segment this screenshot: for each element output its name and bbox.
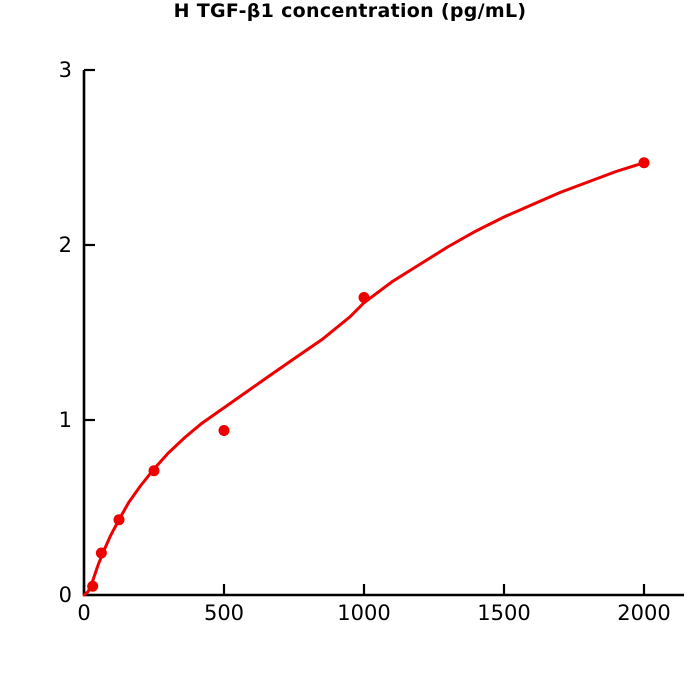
y-tick-label: 2 bbox=[58, 233, 72, 257]
x-tick-label: 1000 bbox=[337, 601, 391, 625]
tick-marks bbox=[82, 68, 646, 597]
x-axis-title: H TGF-β1 concentration (pg/mL) bbox=[173, 0, 527, 22]
data-point[interactable] bbox=[218, 425, 230, 436]
data-point[interactable] bbox=[358, 292, 370, 303]
fit-curve bbox=[82, 161, 646, 597]
data-point[interactable] bbox=[113, 514, 125, 526]
axes bbox=[82, 70, 684, 597]
data-point[interactable] bbox=[87, 580, 99, 592]
x-tick-label: 2000 bbox=[617, 601, 671, 625]
data-point-group bbox=[87, 157, 650, 592]
data-point[interactable] bbox=[148, 465, 160, 477]
x-tick-label: 0 bbox=[77, 601, 91, 625]
x-tick-label: 1500 bbox=[477, 601, 531, 625]
x-tick-label: 500 bbox=[203, 601, 245, 625]
data-point[interactable] bbox=[95, 547, 107, 559]
y-tick-label: 0 bbox=[58, 583, 72, 607]
y-tick-label: 3 bbox=[58, 58, 72, 82]
y-tick-label: 1 bbox=[58, 408, 72, 432]
data-point[interactable] bbox=[638, 157, 650, 169]
